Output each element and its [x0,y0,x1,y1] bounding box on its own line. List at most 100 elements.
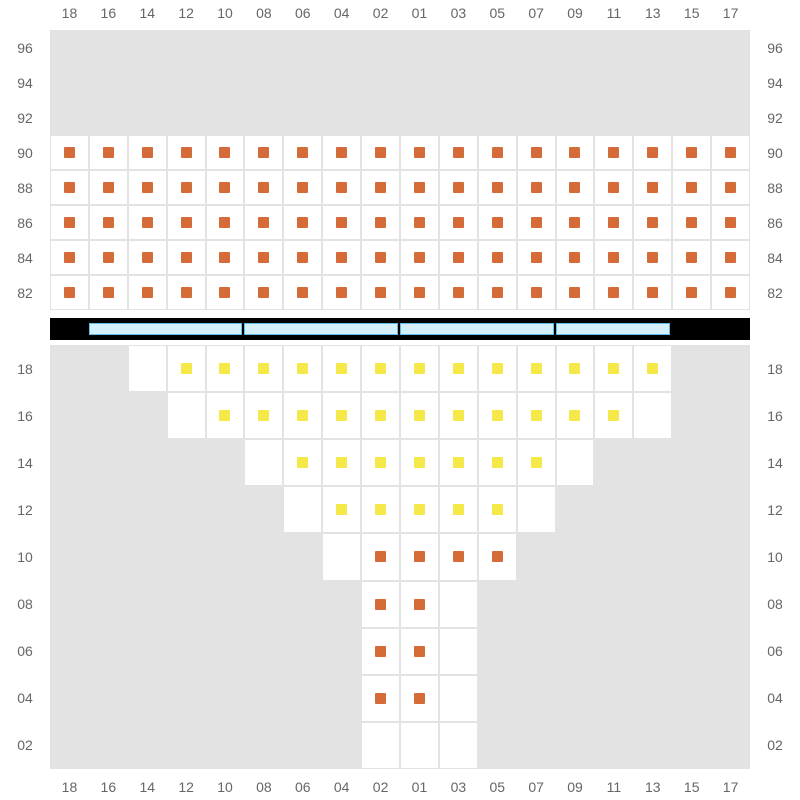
seat-cell[interactable] [128,240,167,275]
seat-cell[interactable] [283,275,322,310]
seat-cell[interactable] [400,533,439,580]
seat-cell[interactable] [167,275,206,310]
seat-cell[interactable] [478,240,517,275]
seat-cell[interactable] [478,170,517,205]
seat-cell[interactable] [556,170,595,205]
seat-cell[interactable] [711,135,750,170]
seat-cell[interactable] [594,240,633,275]
seat-cell[interactable] [283,486,322,533]
seat-cell[interactable] [594,275,633,310]
seat-cell[interactable] [50,240,89,275]
seat-cell[interactable] [672,205,711,240]
seat-cell[interactable] [361,205,400,240]
seat-cell[interactable] [556,275,595,310]
seat-cell[interactable] [478,345,517,392]
seat-cell[interactable] [400,675,439,722]
seat-cell[interactable] [439,135,478,170]
seat-cell[interactable] [439,345,478,392]
seat-cell[interactable] [167,345,206,392]
seat-cell[interactable] [517,345,556,392]
seat-cell[interactable] [400,170,439,205]
seat-cell[interactable] [244,439,283,486]
seat-cell[interactable] [439,581,478,628]
seat-cell[interactable] [517,392,556,439]
seat-cell[interactable] [206,275,245,310]
seat-cell[interactable] [594,392,633,439]
seat-cell[interactable] [322,170,361,205]
seat-cell[interactable] [167,170,206,205]
seat-cell[interactable] [400,345,439,392]
seat-cell[interactable] [361,275,400,310]
seat-cell[interactable] [361,533,400,580]
seat-cell[interactable] [361,486,400,533]
seat-cell[interactable] [322,533,361,580]
seat-cell[interactable] [361,392,400,439]
seat-cell[interactable] [400,240,439,275]
seat-cell[interactable] [517,170,556,205]
seat-cell[interactable] [400,392,439,439]
seat-cell[interactable] [244,170,283,205]
seat-cell[interactable] [556,439,595,486]
seat-cell[interactable] [89,135,128,170]
seat-cell[interactable] [556,392,595,439]
seat-cell[interactable] [167,205,206,240]
seat-cell[interactable] [322,135,361,170]
seat-cell[interactable] [206,205,245,240]
seat-cell[interactable] [556,240,595,275]
seat-cell[interactable] [439,392,478,439]
seat-cell[interactable] [206,135,245,170]
seat-cell[interactable] [633,275,672,310]
seat-cell[interactable] [400,205,439,240]
seat-cell[interactable] [439,675,478,722]
seat-cell[interactable] [633,205,672,240]
seat-cell[interactable] [672,135,711,170]
seat-cell[interactable] [439,275,478,310]
seat-cell[interactable] [439,205,478,240]
seat-cell[interactable] [361,581,400,628]
seat-cell[interactable] [400,628,439,675]
seat-cell[interactable] [167,135,206,170]
seat-cell[interactable] [322,486,361,533]
seat-cell[interactable] [89,170,128,205]
seat-cell[interactable] [400,439,439,486]
seat-cell[interactable] [50,170,89,205]
seat-cell[interactable] [478,439,517,486]
seat-cell[interactable] [322,345,361,392]
seat-cell[interactable] [283,439,322,486]
seat-cell[interactable] [244,205,283,240]
seat-cell[interactable] [206,170,245,205]
seat-cell[interactable] [633,392,672,439]
seat-cell[interactable] [128,170,167,205]
seat-cell[interactable] [361,628,400,675]
seat-cell[interactable] [517,240,556,275]
seat-cell[interactable] [633,135,672,170]
seat-cell[interactable] [517,275,556,310]
seat-cell[interactable] [283,345,322,392]
seat-cell[interactable] [517,439,556,486]
seat-cell[interactable] [478,205,517,240]
seat-cell[interactable] [672,275,711,310]
seat-cell[interactable] [711,205,750,240]
seat-cell[interactable] [89,205,128,240]
seat-cell[interactable] [711,170,750,205]
seat-cell[interactable] [400,581,439,628]
seat-cell[interactable] [89,275,128,310]
seat-cell[interactable] [711,275,750,310]
seat-cell[interactable] [322,275,361,310]
seat-cell[interactable] [517,205,556,240]
seat-cell[interactable] [439,486,478,533]
seat-cell[interactable] [439,170,478,205]
seat-cell[interactable] [400,275,439,310]
seat-cell[interactable] [672,170,711,205]
seat-cell[interactable] [400,486,439,533]
seat-cell[interactable] [167,392,206,439]
seat-cell[interactable] [633,170,672,205]
seat-cell[interactable] [633,345,672,392]
seat-cell[interactable] [244,392,283,439]
seat-cell[interactable] [244,345,283,392]
seat-cell[interactable] [322,392,361,439]
seat-cell[interactable] [361,439,400,486]
seat-cell[interactable] [283,170,322,205]
seat-cell[interactable] [517,486,556,533]
seat-cell[interactable] [50,135,89,170]
